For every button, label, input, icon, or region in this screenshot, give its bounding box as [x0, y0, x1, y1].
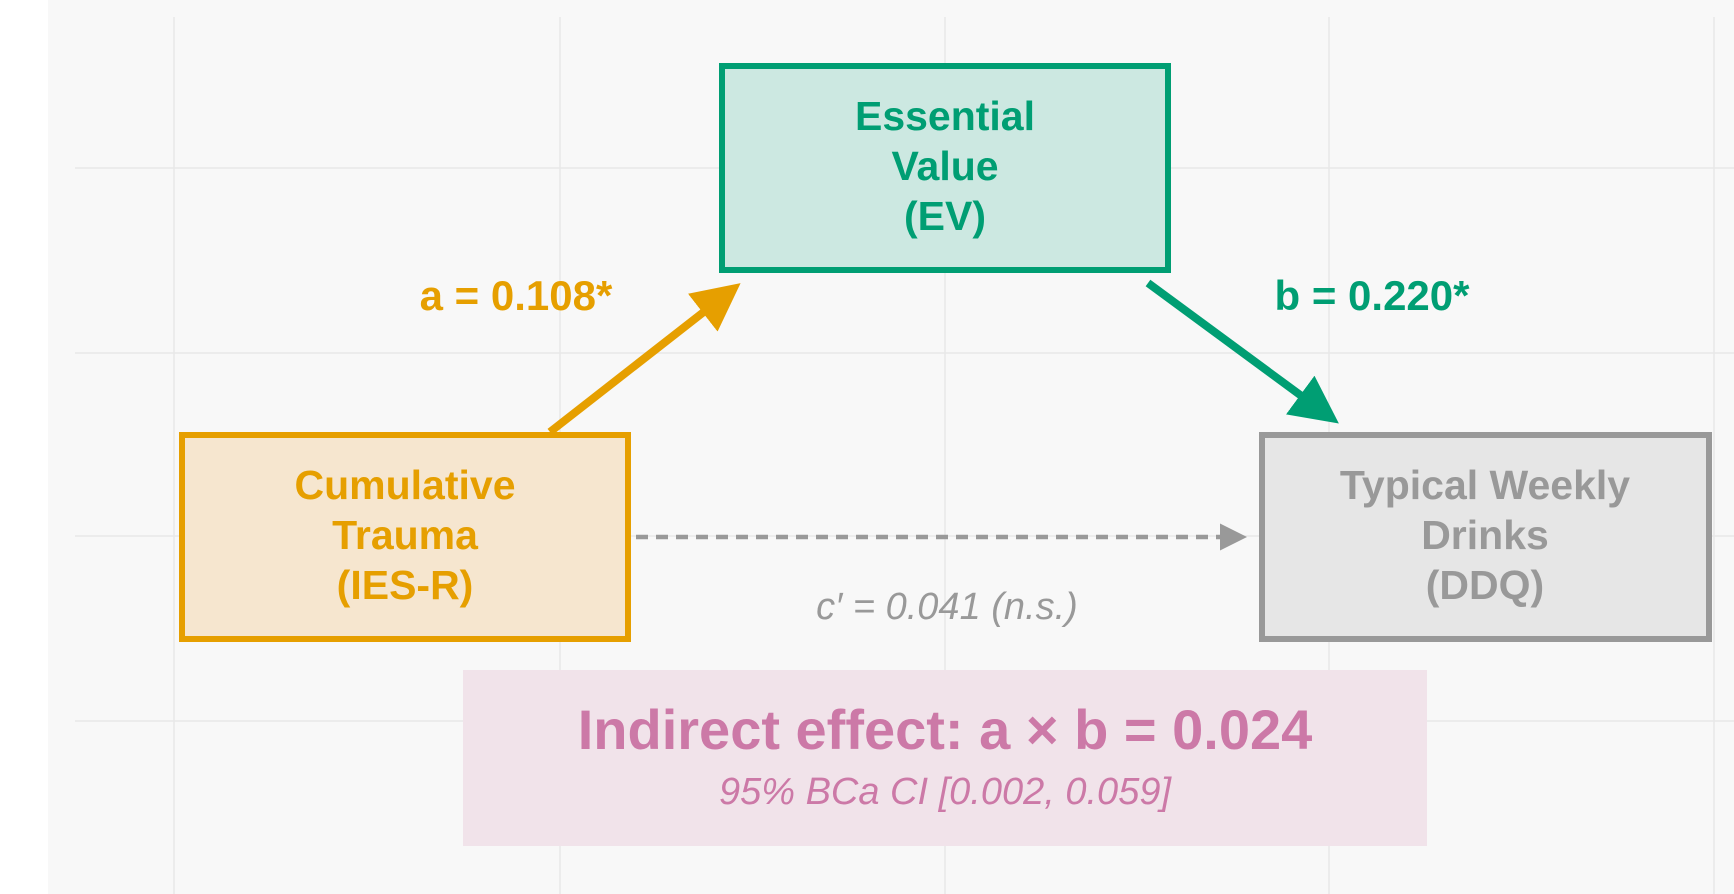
path-b-label: b = 0.220*	[1275, 272, 1471, 319]
path-b-arrow	[1145, 279, 1339, 424]
outcome-box	[1259, 432, 1712, 642]
path-a-label: a = 0.108*	[420, 272, 613, 319]
path-c-prime-label: c′ = 0.041 (n.s.)	[816, 586, 1078, 628]
node-text: (DDQ)	[1426, 562, 1544, 608]
mediator-box	[719, 63, 1171, 273]
indirect-ci: 95% BCa CI [0.002, 0.059]	[719, 771, 1173, 813]
node-text: (IES-R)	[337, 562, 474, 608]
node-text: Trauma	[332, 512, 479, 558]
node-text: Typical Weekly	[1340, 462, 1630, 508]
node-text: (EV)	[904, 193, 986, 239]
path-a-arrow	[547, 283, 741, 436]
predictor-box	[179, 432, 631, 642]
node-text: Value	[891, 143, 998, 189]
indirect-box	[463, 670, 1427, 846]
indirect-title: Indirect effect: a × b = 0.024	[578, 698, 1313, 761]
node-text: Drinks	[1421, 512, 1549, 558]
node-text: Essential	[855, 93, 1035, 139]
node-text: Cumulative	[295, 462, 516, 508]
